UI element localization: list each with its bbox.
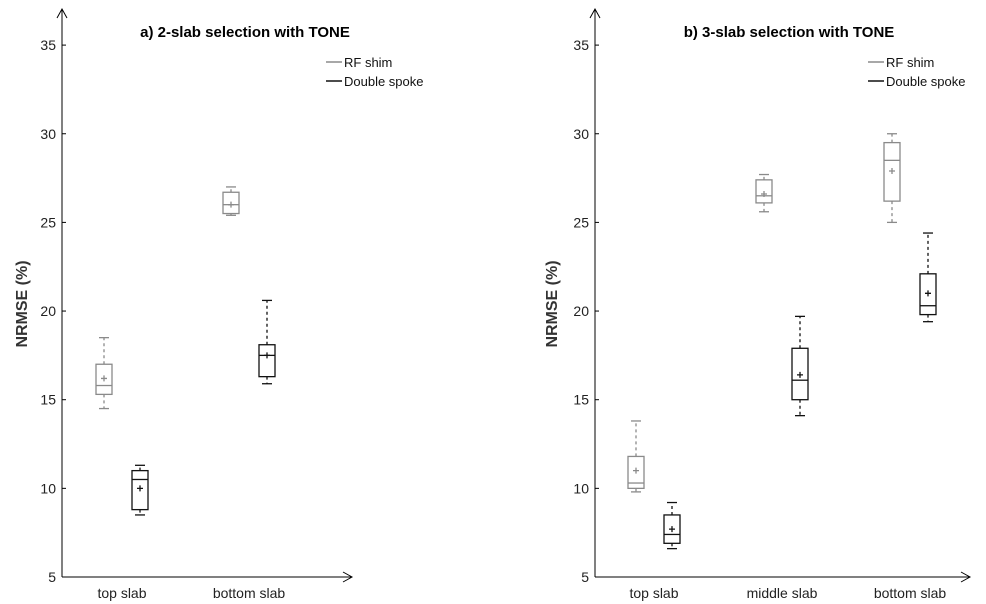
box-double-spoke (791, 315, 809, 417)
panel-b-boxes (627, 133, 937, 550)
y-tick-label: 30 (573, 126, 589, 142)
box-rf-shim (222, 186, 240, 216)
box-double-spoke (131, 464, 149, 516)
panel-a-y-axis-arrow (56, 7, 68, 19)
legend-label-double-spoke: Double spoke (886, 74, 966, 89)
box-iqr (627, 455, 645, 490)
y-tick-label: 25 (40, 214, 56, 230)
y-tick-label: 5 (48, 569, 56, 585)
box-iqr (755, 179, 773, 204)
panel-a-2-slab: a) 2-slab selection with TONE NRMSE (%) … (14, 7, 424, 601)
box-iqr (663, 514, 681, 544)
box-iqr (883, 141, 901, 202)
box-iqr (95, 363, 113, 396)
panel-b-title: b) 3-slab selection with TONE (684, 24, 895, 41)
y-tick-label: 5 (581, 569, 589, 585)
panel-a-title: a) 2-slab selection with TONE (140, 24, 350, 41)
y-tick-label: 35 (573, 37, 589, 53)
mean-marker (797, 371, 803, 378)
y-tick-label: 20 (573, 303, 589, 319)
panel-a-y-axis-label: NRMSE (%) (14, 260, 31, 347)
box-rf-shim (883, 133, 901, 224)
panel-b-3-slab: b) 3-slab selection with TONE NRMSE (%) … (544, 7, 972, 601)
panel-b-y-axis-arrow (589, 7, 601, 19)
mean-marker (925, 290, 931, 297)
box-rf-shim (627, 420, 645, 493)
mean-marker (228, 201, 234, 208)
y-tick-label: 35 (40, 37, 56, 53)
box-double-spoke (258, 299, 276, 385)
panel-b-x-axis-arrow (960, 571, 972, 583)
mean-marker (889, 167, 895, 174)
x-tick-label: top slab (629, 585, 678, 601)
y-tick-label: 10 (40, 480, 56, 496)
legend-label-rf-shim: RF shim (344, 55, 392, 70)
mean-marker (633, 467, 639, 474)
panel-b-x-ticks: top slab middle slab bottom slab (629, 585, 946, 601)
box-double-spoke (663, 501, 681, 550)
mean-marker (669, 526, 675, 533)
panel-b-legend: RF shim Double spoke (868, 55, 966, 89)
box-iqr (919, 273, 937, 316)
panel-a-boxes (95, 186, 276, 516)
mean-marker (101, 375, 107, 382)
panel-b-y-ticks: 5 10 15 20 25 30 35 (573, 37, 599, 585)
mean-marker (761, 191, 767, 198)
box-iqr (258, 344, 276, 378)
panel-a-y-ticks: 5 10 15 20 25 30 35 (40, 37, 66, 585)
panel-a-legend: RF shim Double spoke (326, 55, 424, 89)
box-rf-shim (755, 173, 773, 213)
legend-label-double-spoke: Double spoke (344, 74, 424, 89)
y-tick-label: 30 (40, 126, 56, 142)
box-double-spoke (919, 232, 937, 323)
x-tick-label: middle slab (747, 585, 818, 601)
y-tick-label: 10 (573, 480, 589, 496)
y-tick-label: 25 (573, 214, 589, 230)
panel-a-x-ticks: top slab bottom slab (97, 585, 285, 601)
box-iqr (131, 469, 149, 511)
x-tick-label: top slab (97, 585, 146, 601)
panel-a-x-axis-arrow (342, 571, 354, 583)
y-tick-label: 15 (40, 392, 56, 408)
y-tick-label: 15 (573, 392, 589, 408)
legend-label-rf-shim: RF shim (886, 55, 934, 70)
x-tick-label: bottom slab (874, 585, 947, 601)
panel-b-y-axis-label: NRMSE (%) (544, 260, 561, 347)
mean-marker (137, 485, 143, 492)
box-iqr (222, 191, 240, 215)
y-tick-label: 20 (40, 303, 56, 319)
mean-marker (264, 352, 270, 359)
box-iqr (791, 347, 809, 401)
box-rf-shim (95, 336, 113, 410)
x-tick-label: bottom slab (213, 585, 286, 601)
